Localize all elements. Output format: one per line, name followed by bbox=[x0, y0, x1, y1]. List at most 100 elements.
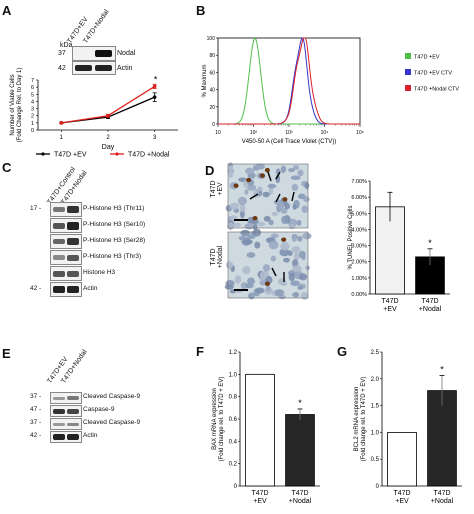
x-category-label: T47D +EV bbox=[251, 490, 268, 505]
histone-blot-strip bbox=[50, 266, 82, 281]
tunel-micrograph-ev bbox=[225, 162, 310, 231]
bar bbox=[387, 432, 417, 487]
cell-nucleus bbox=[281, 215, 288, 225]
y-tick-label: 7 bbox=[31, 78, 34, 84]
tunel-positive-cell bbox=[264, 167, 270, 173]
kda-label: kDa bbox=[60, 42, 73, 49]
y-tick-label: 5.00% bbox=[351, 211, 367, 217]
legend-swatch bbox=[405, 53, 411, 59]
legend-marker bbox=[115, 152, 119, 156]
cell-nucleus bbox=[234, 275, 242, 284]
cell-nucleus bbox=[280, 207, 288, 214]
cell-nucleus bbox=[298, 250, 306, 259]
y-tick-label: 4.00% bbox=[351, 227, 367, 233]
caspase-blot-row-label: Actin bbox=[83, 432, 98, 439]
histone-blot-row-label: P-Histone H3 (Thr11) bbox=[83, 204, 145, 212]
bar bbox=[245, 373, 275, 487]
cell-nucleus bbox=[270, 233, 279, 239]
caspase-blot-row-label: Cleaved Caspase-9 bbox=[83, 393, 141, 400]
cell-nucleus bbox=[293, 252, 300, 261]
y-tick-label: 0.6 bbox=[229, 417, 238, 423]
caspase-blot-strip bbox=[50, 405, 82, 417]
pointer-arrow bbox=[267, 171, 272, 182]
cell-nucleus bbox=[252, 228, 262, 237]
cell-nucleus bbox=[262, 191, 270, 198]
cell-nucleus bbox=[281, 281, 288, 287]
y-tick-label: 0 bbox=[31, 128, 34, 134]
cell-nucleus bbox=[242, 239, 253, 245]
cell-nucleus bbox=[290, 175, 301, 180]
significance-star: * bbox=[428, 238, 432, 248]
cell-nucleus bbox=[288, 224, 296, 230]
panel-letter-c: C bbox=[2, 160, 12, 175]
data-point bbox=[152, 95, 157, 99]
panel-letter-g: G bbox=[337, 344, 348, 359]
cell-nucleus bbox=[250, 218, 259, 225]
cell-nucleus bbox=[268, 219, 274, 226]
cell-nucleus bbox=[298, 273, 308, 281]
pointer-arrow bbox=[275, 171, 281, 180]
y-tick-label: 0 bbox=[212, 122, 215, 128]
cell-nucleus bbox=[268, 186, 274, 195]
y-tick-label: 0.00% bbox=[351, 292, 367, 298]
caspase-blot-strip bbox=[50, 418, 82, 430]
pointer-arrow bbox=[271, 267, 277, 277]
histone-blot-strip bbox=[50, 234, 82, 249]
cell-nucleus bbox=[238, 235, 247, 241]
y-axis-label: Number of Viable Cells(Fold Change Rel. … bbox=[10, 68, 23, 143]
cell-nucleus bbox=[240, 282, 248, 290]
histone-blot-row-label: P-Histone H3 (Ser28) bbox=[83, 236, 146, 244]
cell-nucleus bbox=[292, 264, 302, 273]
y-axis-label: % TUNEL Positive Cells bbox=[348, 205, 354, 269]
flow-histogram: 0 20 40 60 80 100 10 10² 10³ 10⁴ 10⁵ V450-50 A (Cel… bbox=[202, 36, 459, 145]
tunel-positive-cell bbox=[259, 173, 265, 178]
cell-nucleus bbox=[254, 163, 264, 170]
tunel-positive-cell bbox=[252, 216, 258, 221]
protein-band bbox=[67, 221, 79, 230]
caspase-blot-mw-marker: 37 - bbox=[30, 393, 42, 400]
legend-marker bbox=[41, 152, 45, 156]
data-point bbox=[106, 113, 110, 118]
significance-star: * bbox=[298, 398, 302, 408]
legend-label: T47D +EV bbox=[414, 55, 440, 61]
x-tick-label: 10⁵ bbox=[356, 130, 364, 136]
panel-letter-f: F bbox=[196, 344, 204, 359]
histone-blot-strip bbox=[50, 202, 82, 217]
panel-letter-b: B bbox=[196, 3, 206, 18]
cell-nucleus bbox=[305, 265, 310, 271]
protein-band bbox=[67, 434, 79, 440]
histone-blot-mw-marker: 17 - bbox=[30, 204, 42, 212]
protein-band bbox=[53, 239, 65, 244]
significance-star: * bbox=[440, 365, 444, 375]
cell-nucleus bbox=[304, 182, 310, 190]
tunel-micrograph-nodal bbox=[224, 228, 312, 300]
tunel-positive-cell bbox=[233, 183, 239, 188]
y-tick-label: 7.00% bbox=[351, 179, 367, 185]
cell-nucleus bbox=[283, 257, 290, 263]
pointer-arrow bbox=[249, 193, 259, 200]
cell-nucleus bbox=[246, 252, 256, 258]
cell-nucleus bbox=[267, 183, 277, 189]
protein-band bbox=[67, 396, 79, 400]
histogram-trace bbox=[218, 37, 360, 125]
x-tick-label: 10 bbox=[215, 130, 221, 136]
y-tick-label: 5 bbox=[31, 92, 34, 98]
histone-blot-strip bbox=[50, 250, 82, 265]
caspase-blot-mw-marker: 42 - bbox=[30, 432, 42, 439]
cell-nucleus bbox=[240, 229, 250, 237]
legend-swatch bbox=[405, 85, 411, 91]
histone-blot-strip bbox=[50, 282, 82, 297]
significance-star: * bbox=[154, 75, 158, 85]
cell-nucleus bbox=[291, 246, 301, 253]
protein-band bbox=[53, 255, 65, 260]
y-tick-label: 6.00% bbox=[351, 195, 367, 201]
cell-nucleus bbox=[279, 248, 290, 257]
tunel-bar-chart: 0.00% 1.00% 2.00% 3.00% 4.00% 5.00% 6.00% 7.00%… bbox=[348, 179, 450, 313]
cell-nucleus bbox=[245, 167, 255, 175]
y-tick-label: 0.4 bbox=[229, 439, 238, 445]
cell-nucleus bbox=[291, 235, 297, 242]
legend-label: T47D +Nodal CTV bbox=[414, 87, 459, 93]
x-category-label: T47D +EV bbox=[381, 298, 398, 313]
cell-nucleus bbox=[248, 292, 255, 300]
